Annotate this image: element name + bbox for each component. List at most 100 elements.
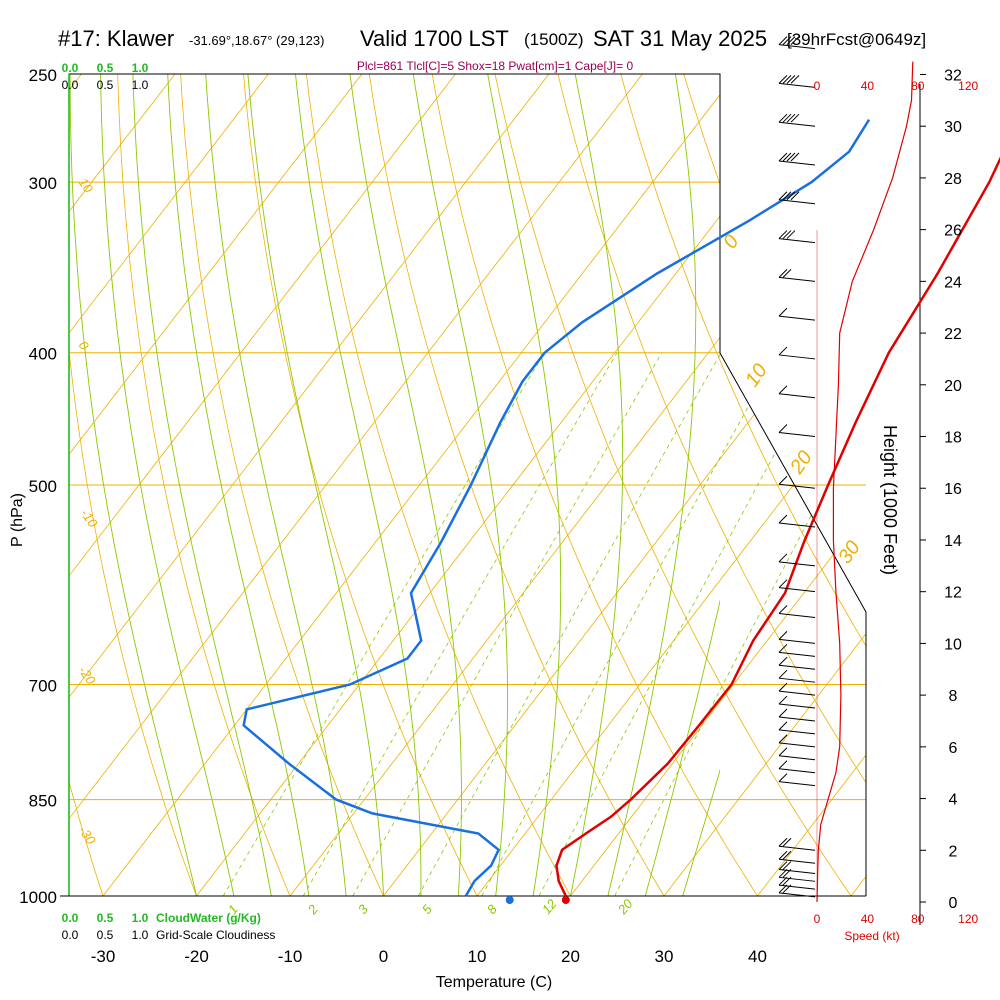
barb-flag [778,307,788,317]
barb-flag [778,861,788,870]
moist-adiabat-line [349,74,462,896]
wind-barb [778,708,816,722]
wind-barb [778,553,816,567]
cloud-scale-bottom-label: 0.5 [97,928,114,942]
barb-staff [778,354,816,360]
forecast-info: [39hrFcst@0649z] [787,30,927,49]
barb-flag [778,424,788,433]
sounding-params: Plcl=861 Tlcl[C]=5 Shox=18 Pwat[cm]=1 Ca… [357,59,634,73]
height-tick-label: 0 [949,895,958,912]
temperature-tick-label: -30 [91,947,116,966]
height-tick-label: 2 [949,843,958,860]
barb-flag [790,191,800,201]
barb-staff [778,315,816,321]
isotherm-line [476,74,866,896]
wind-barb [778,605,816,619]
wind-barb [778,75,816,88]
wind-barb [778,385,816,399]
mixing-ratio-lines [222,352,866,896]
wind-barb [778,475,816,489]
isotherm-line [102,74,737,896]
barb-flag [786,36,796,45]
barb-staff [778,781,816,787]
speed-tick-label: 40 [861,79,875,93]
temperature-tick-label: 10 [468,947,487,966]
mixing-ratio-label: 8 [484,901,501,917]
grid-lines [69,74,866,897]
height-tick-label: 20 [944,378,962,395]
mixing-ratio-label: 5 [419,901,436,917]
temperature-tick-label: 30 [655,947,674,966]
dry-adiabat-line [551,74,866,896]
barb-flag [782,230,792,239]
wind-barb [778,773,816,787]
barb-flag [782,36,792,45]
barb-flag [778,36,788,45]
wind-barb [778,36,816,50]
barb-flag [778,669,788,679]
barb-staff [778,742,816,748]
barb-flag [782,75,792,84]
barb-staff [778,82,816,88]
barb-staff [778,393,816,399]
wind-barb [778,230,816,244]
speed-tick-label: 120 [958,79,978,93]
dry-adiabat-line [69,74,197,896]
wind-barb [778,656,816,670]
isotherm-line [69,74,643,896]
barb-flag [782,191,792,201]
barb-staff [778,729,816,735]
temperature-line [555,156,1000,897]
dry-adiabat-line [303,74,571,896]
isotherm-line [69,74,456,896]
pressure-tick-label: 300 [29,174,57,193]
barb-flag [778,385,788,395]
height-tick-label: 28 [944,171,962,188]
barb-staff [778,716,816,722]
moist-adiabat-line [607,74,697,896]
speed-tick-label: 0 [814,79,821,93]
barb-flag [778,695,788,705]
temperature-tick-label: 0 [379,947,388,966]
wind-barb [778,669,816,683]
isotherm-line [850,74,866,896]
cloud-scale-bottom-label: 1.0 [132,928,149,942]
cloud-scale-bottom-label: 0.0 [62,928,79,942]
barb-flag [786,230,796,239]
isotherm-line [69,74,363,896]
mixing-ratio-label: 2 [304,901,321,918]
mixing-ratio-line [302,352,618,896]
cloudiness-label: Grid-Scale Cloudiness [156,928,275,942]
barb-staff [778,238,816,244]
barb-staff [778,587,816,593]
barb-staff [778,703,816,709]
moist-adiabat-line [295,74,422,896]
barb-staff [778,858,816,864]
dry-adiabat-line [241,74,478,896]
station-name: #17: Klawer [58,26,175,51]
mixing-ratio-label: 3 [355,901,372,917]
moist-adiabat-line [644,599,720,896]
barb-flag [778,708,788,718]
barb-staff [778,884,816,890]
wind-barb [778,307,816,321]
dry-adiabat-lines [69,74,866,896]
barb-flag [778,579,788,589]
zulu-time: (1500Z) [524,30,584,49]
isotherm-line [383,74,866,896]
moist-adiabat-line [682,768,720,896]
y-axis-title: P (hPa) [9,493,26,547]
barb-staff [778,121,816,127]
wind-barb [778,695,816,709]
moist-adiabat-lines [69,74,720,896]
barb-staff [778,44,816,50]
speed-tick-label: 120 [958,912,978,926]
cloudwater-label: CloudWater (g/Kg) [156,911,261,925]
barb-flag [778,475,788,485]
pressure-tick-label: 250 [29,66,57,85]
mixing-ratio-line [352,352,663,896]
height-tick-label: 14 [944,533,962,550]
mixing-ratio-line [538,352,831,896]
barb-staff [778,768,816,774]
